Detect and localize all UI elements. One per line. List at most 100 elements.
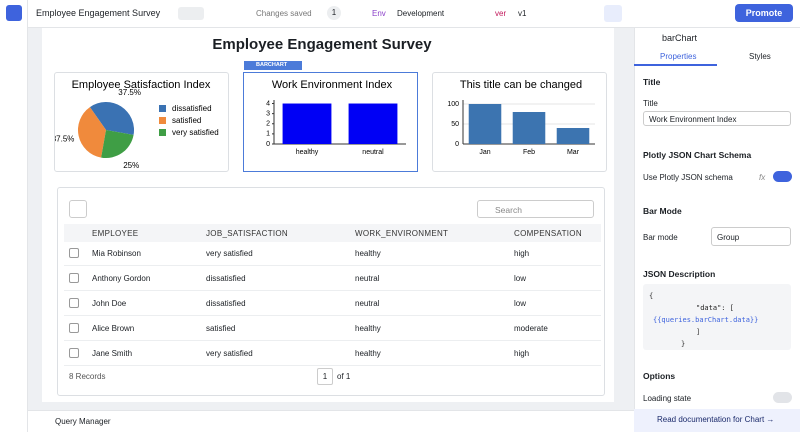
table-cell: high	[514, 349, 530, 358]
y-tick-label: 50	[451, 121, 459, 128]
app-name[interactable]: Employee Engagement Survey	[36, 8, 161, 18]
field-label: Title	[643, 99, 658, 108]
code-line: ]	[696, 328, 701, 336]
x-tick-label: Jan	[479, 149, 490, 156]
y-tick-label: 4	[266, 100, 270, 107]
env-label: Env	[372, 9, 386, 18]
legend-label: very satisfied	[172, 128, 219, 137]
barmode-select[interactable]: Group	[711, 227, 791, 246]
bar	[282, 103, 332, 144]
badge[interactable]: 1	[327, 6, 341, 20]
table: Search 8 Records 1 of 1 EMPLOYEE JOB_SATI…	[57, 187, 605, 396]
pie-slice	[101, 130, 134, 158]
sync-button[interactable]	[604, 5, 622, 22]
legend-label: satisfied	[172, 116, 201, 125]
row-checkbox[interactable]	[69, 348, 79, 358]
ver-label: ver	[495, 9, 507, 18]
chart-title: This title can be changed	[460, 79, 582, 91]
value-label: 37.5%	[118, 88, 141, 97]
table-cell: high	[514, 249, 530, 258]
column-header: COMPENSATION	[514, 229, 582, 238]
code-line: "data": [	[696, 304, 734, 312]
field-label: Loading state	[643, 394, 692, 403]
y-tick-label: 1	[266, 131, 270, 138]
column-header: WORK_ENVIRONMENT	[355, 229, 449, 238]
chart[interactable]: Work Environment Index 0 1 2 3 4 healthy neutra…	[244, 73, 417, 171]
code-line: {	[649, 292, 654, 300]
tab-underline	[634, 64, 717, 66]
row-checkbox[interactable]	[69, 273, 79, 283]
filter-button[interactable]	[69, 200, 87, 218]
topbar	[0, 0, 800, 28]
query-bar	[28, 410, 634, 432]
y-tick-label: 0	[266, 141, 270, 148]
table-cell: satisfied	[206, 324, 236, 333]
chart-title: Work Environment Index	[272, 79, 393, 91]
logo[interactable]	[6, 5, 22, 21]
row-checkbox[interactable]	[69, 298, 79, 308]
search-input[interactable]: Search	[477, 200, 594, 218]
table-cell: neutral	[355, 274, 380, 283]
x-tick-label: healthy	[296, 149, 319, 156]
column-header: EMPLOYEE	[92, 229, 139, 238]
code-line: {{queries.barChart.data}}	[653, 316, 759, 324]
row-checkbox[interactable]	[69, 248, 79, 258]
switch-off[interactable]	[773, 392, 792, 403]
bar	[348, 103, 398, 144]
bar	[556, 128, 590, 144]
table-cell: very satisfied	[206, 249, 253, 258]
page-input[interactable]: 1	[317, 368, 333, 385]
docs-link[interactable]: Read documentation for Chart →	[657, 415, 775, 424]
section-title[interactable]: Bar Mode	[643, 206, 682, 216]
row-border	[64, 340, 601, 341]
row-checkbox[interactable]	[69, 323, 79, 333]
table-cell: healthy	[355, 349, 381, 358]
y-tick-label: 3	[266, 110, 270, 117]
pie-slice	[78, 107, 106, 158]
x-tick-label: Feb	[523, 149, 535, 156]
legend-swatch	[159, 129, 166, 136]
table-cell: dissatisfied	[206, 274, 246, 283]
pie-slice	[89, 102, 134, 135]
switch-on[interactable]	[773, 171, 792, 182]
promote-button[interactable]: Promote	[735, 4, 793, 22]
title-input[interactable]: Work Environment Index	[643, 111, 791, 126]
table-cell: low	[514, 299, 527, 308]
value-label: 37.5%	[55, 135, 74, 144]
section-title[interactable]: Options	[643, 371, 676, 381]
view-toggle[interactable]	[178, 7, 204, 20]
inspector	[634, 28, 800, 432]
save-status: Changes saved	[256, 9, 312, 18]
tab[interactable]: Styles	[749, 52, 771, 61]
chart: Employee Satisfaction Index37.5%dissatis…	[52, 79, 219, 170]
chart: This title can be changed 0 50 100 Jan Feb Mar	[447, 79, 595, 156]
row-border	[64, 290, 601, 291]
selection-badge[interactable]: BARCHART	[244, 61, 302, 70]
section-title[interactable]: Title	[643, 77, 661, 87]
table-cell: Anthony Gordon	[92, 274, 151, 283]
bar	[512, 112, 546, 144]
record-count: 8 Records	[69, 372, 106, 381]
fx-toggle[interactable]: fx	[759, 173, 766, 182]
ver-value[interactable]: v1	[518, 9, 527, 18]
docs-bar	[634, 409, 800, 432]
table-cell: Mia Robinson	[92, 249, 141, 258]
chart-title: Employee Satisfaction Index	[72, 79, 211, 91]
legend-label: dissatisfied	[172, 104, 212, 113]
tab[interactable]: Properties	[660, 52, 697, 61]
query-manager[interactable]: Query Manager	[55, 417, 111, 426]
code-line: }	[681, 340, 686, 348]
left-sidebar	[0, 0, 28, 432]
y-tick-label: 0	[455, 141, 459, 148]
code-block[interactable]: { "data": [ {{queries.barChart.data}}]}	[643, 284, 791, 350]
value-label: 25%	[123, 161, 139, 170]
table-cell: neutral	[355, 299, 380, 308]
table-cell: Jane Smith	[92, 349, 133, 358]
y-tick-label: 2	[266, 121, 270, 128]
legend-swatch	[159, 117, 166, 124]
env-value[interactable]: Development	[397, 9, 445, 18]
section-title[interactable]: JSON Description	[643, 269, 716, 279]
table-cell: moderate	[514, 324, 548, 333]
section-title[interactable]: Plotly JSON Chart Schema	[643, 150, 752, 160]
